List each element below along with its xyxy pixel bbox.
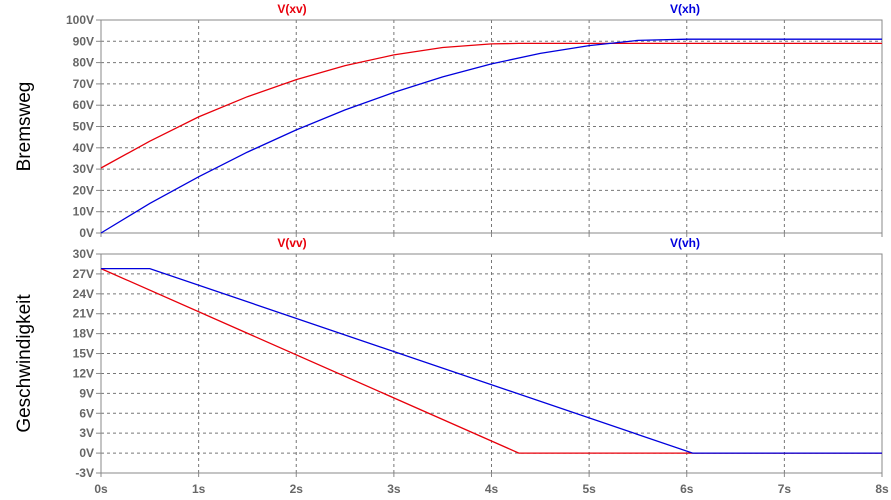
legend-entry: V(xv) (277, 2, 306, 16)
legend-entry: V(vv) (277, 236, 306, 250)
y-tick-label: -3V (75, 466, 94, 480)
y-tick-label: 15V (73, 347, 94, 361)
x-tick-label: 4s (485, 482, 499, 496)
y-tick-label: 60V (73, 98, 94, 112)
x-tick-label: 8s (875, 482, 889, 496)
y-tick-label: 9V (79, 386, 94, 400)
y-tick-label: 40V (73, 141, 94, 155)
y-tick-label: 20V (73, 183, 94, 197)
y-tick-label: 0V (79, 226, 94, 240)
panel-label: Bremsweg (14, 82, 35, 172)
y-tick-label: 70V (73, 77, 94, 91)
x-tick-label: 5s (582, 482, 596, 496)
y-tick-label: 50V (73, 120, 94, 134)
x-tick-label: 6s (680, 482, 694, 496)
y-tick-label: 24V (73, 287, 94, 301)
series-line-vxv (100, 42, 882, 169)
x-tick-label: 3s (387, 482, 401, 496)
y-tick-label: 0V (79, 446, 94, 460)
x-tick-label: 1s (192, 482, 206, 496)
plot-frame-2 (100, 253, 883, 474)
series-line-vxh (100, 38, 882, 234)
plot-frame-1 (100, 19, 883, 234)
series-line-vvh (101, 267, 882, 454)
x-tick-label: 0s (94, 482, 108, 496)
y-tick-label: 6V (79, 406, 94, 420)
legend-entry: V(xh) (670, 2, 700, 16)
panel-label: Geschwindigkeit (14, 294, 35, 433)
y-tick-label: 3V (79, 426, 94, 440)
x-tick-label: 7s (778, 482, 792, 496)
y-tick-label: 90V (73, 34, 94, 48)
y-tick-label: 10V (73, 205, 94, 219)
y-tick-label: 18V (73, 327, 94, 341)
y-tick-label: 80V (73, 56, 94, 70)
y-tick-label: 30V (73, 162, 94, 176)
y-tick-label: 100V (66, 13, 94, 27)
y-tick-label: 12V (73, 366, 94, 380)
y-tick-label: 27V (73, 267, 94, 281)
legend-entry: V(vh) (670, 236, 700, 250)
y-tick-label: 21V (73, 307, 94, 321)
x-tick-label: 2s (290, 482, 304, 496)
y-tick-label: 30V (73, 247, 94, 261)
